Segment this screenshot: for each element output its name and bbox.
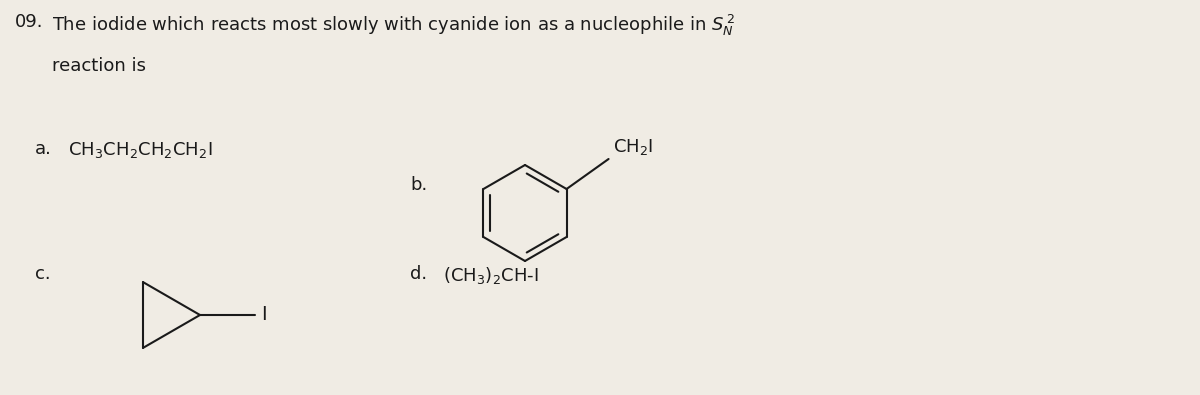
Text: c.: c. <box>35 265 50 283</box>
Text: 09.: 09. <box>14 13 43 31</box>
Text: I: I <box>262 305 266 325</box>
Text: reaction is: reaction is <box>52 57 146 75</box>
Text: a.: a. <box>35 140 52 158</box>
Text: CH$_3$CH$_2$CH$_2$CH$_2$I: CH$_3$CH$_2$CH$_2$CH$_2$I <box>68 140 212 160</box>
Text: (CH$_3$)$_2$CH-I: (CH$_3$)$_2$CH-I <box>443 265 539 286</box>
Text: CH$_2$I: CH$_2$I <box>612 137 653 157</box>
Text: b.: b. <box>410 176 427 194</box>
Text: The iodide which reacts most slowly with cyanide ion as a nucleophile in $\mathi: The iodide which reacts most slowly with… <box>52 13 734 38</box>
Text: d.: d. <box>410 265 427 283</box>
